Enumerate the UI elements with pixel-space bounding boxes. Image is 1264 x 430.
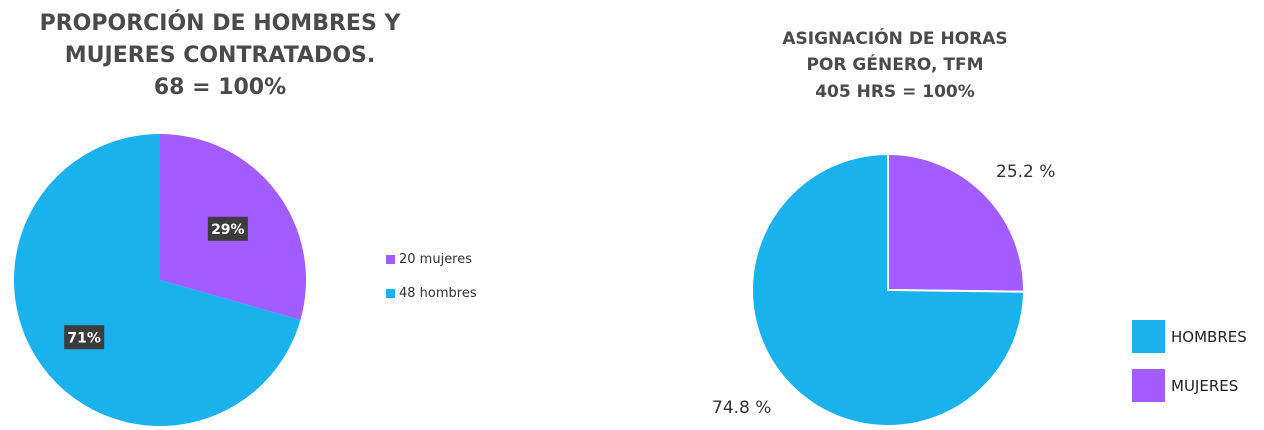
chart1-title-line: MUJERES CONTRATADOS.: [64, 42, 376, 68]
chart2-label-mujeres: 25.2 %: [996, 162, 1056, 182]
chart1-title-line: PROPORCIÓN DE HOMBRES Y: [39, 11, 401, 36]
legend-label: 20 mujeres: [399, 252, 473, 267]
legend-label: HOMBRES: [1171, 327, 1247, 346]
chart2-legend: HOMBRES MUJERES: [1132, 320, 1247, 418]
data-label-box: [64, 325, 105, 350]
chart1-pie: 29% 71%: [14, 134, 306, 427]
data-label: 71%: [67, 330, 101, 346]
legend-item: HOMBRES: [1132, 320, 1247, 353]
data-label-box: [207, 216, 248, 241]
chart1-title: PROPORCIÓN DE HOMBRES Y MUJERES CONTRATA…: [30, 8, 410, 104]
legend-swatch-mujeres: [1132, 369, 1165, 402]
chart1-legend: 20 mujeres 48 hombres: [386, 251, 477, 319]
legend-item: 48 hombres: [386, 285, 477, 302]
pie-slice-hombres: [14, 134, 301, 427]
legend-item: MUJERES: [1132, 369, 1247, 402]
chart2-title-line: POR GÉNERO, TFM: [806, 55, 984, 76]
chart2-title: ASIGNACIÓN DE HORAS POR GÉNERO, TFM 405 …: [760, 26, 1030, 105]
legend-label: 48 hombres: [399, 286, 477, 301]
chart2-label-hombres: 74.8 %: [712, 398, 772, 418]
legend-swatch-mujeres: [386, 255, 395, 264]
chart2-title-line: 405 HRS = 100%: [815, 81, 975, 102]
pie-slice-hombres: [751, 152, 1026, 427]
chart2-title-line: ASIGNACIÓN DE HORAS: [782, 29, 1008, 49]
chart2-pie: [751, 152, 1026, 427]
legend-label: MUJERES: [1171, 376, 1239, 395]
data-label: 29%: [211, 222, 245, 238]
legend-swatch-hombres: [1132, 320, 1165, 353]
legend-swatch-hombres: [386, 289, 395, 298]
pie-slice-mujeres: [887, 152, 1025, 293]
legend-item: 20 mujeres: [386, 251, 477, 268]
chart1-title-line: 68 = 100%: [153, 74, 287, 100]
